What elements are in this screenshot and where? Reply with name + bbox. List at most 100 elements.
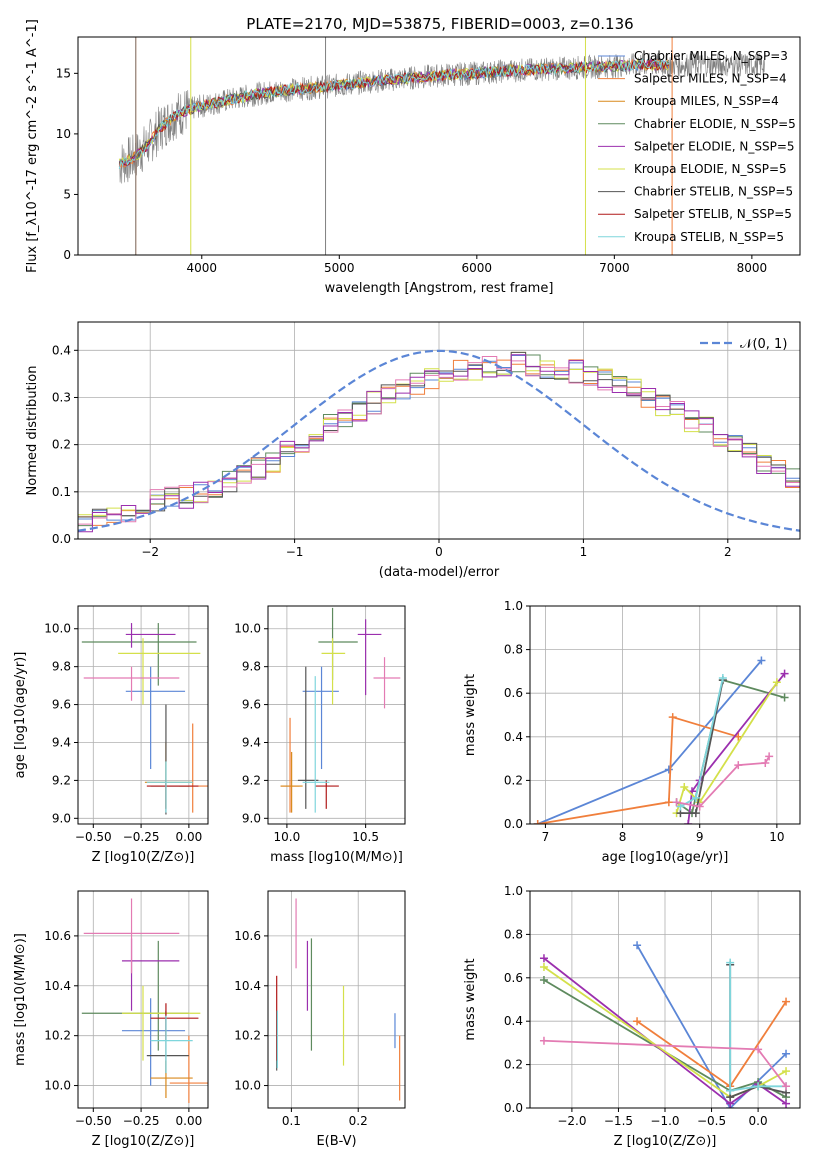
errorbar-point	[315, 780, 339, 809]
plot-area	[81, 623, 208, 815]
legend-entry: Kroupa MILES, N_SSP=4	[634, 94, 779, 108]
legend: Chabrier MILES, N_SSP=3 Salpeter MILES, N…	[598, 49, 796, 244]
y-tick-label: 10.4	[44, 979, 71, 993]
y-tick-label: 1.0	[504, 884, 523, 898]
y-tick-label: 10.2	[234, 1029, 261, 1043]
marker	[668, 713, 677, 722]
x-tick-label: 0.00	[176, 830, 203, 844]
y-tick-label: 9.2	[52, 773, 71, 787]
legend-entry: Salpeter MILES, N_SSP=4	[634, 72, 787, 86]
y-tick-label: 0.8	[504, 927, 523, 941]
plot-area	[118, 37, 766, 255]
x-tick-label: −0.50	[75, 1114, 112, 1128]
errorbar-point	[179, 723, 208, 813]
histogram-salpeter_elodie	[78, 354, 800, 533]
x-tick-label: 0.2	[349, 1114, 368, 1128]
y-tick-label: 10.0	[234, 1079, 261, 1093]
y-tick-label: 0.2	[504, 773, 523, 787]
marker	[672, 798, 681, 807]
axes-frame	[77, 36, 801, 256]
x-tick-label: −0.5	[697, 1114, 726, 1128]
series-chabrier_miles	[537, 659, 763, 824]
series-chabrier_stelib	[680, 679, 724, 814]
marker	[718, 673, 727, 682]
errorbar-point	[125, 623, 176, 648]
y-tick-label: 9.0	[52, 811, 71, 825]
marker	[726, 958, 735, 967]
errorbar-point	[146, 1010, 189, 1074]
legend-entry: Salpeter ELODIE, N_SSP=5	[634, 139, 795, 153]
x-tick-label: −0.25	[123, 1114, 160, 1128]
x-tick-label: 0	[435, 545, 443, 559]
y-tick-label: 9.8	[52, 660, 71, 674]
x-tick-label: 10.5	[352, 830, 379, 844]
y-tick-label: 0.4	[504, 1014, 523, 1028]
marker	[780, 669, 789, 678]
y-tick-label: 15	[56, 66, 71, 80]
panel-2: −2 −1 0 1 2 0.0 0.1 0.2 0.3 0.4 (data-model)/error…	[25, 321, 801, 580]
x-axis-label: age [log10(age/yr)]	[602, 850, 729, 865]
legend: 𝒩(0, 1)	[700, 337, 787, 352]
plot-area	[533, 656, 789, 824]
marker	[691, 793, 700, 802]
panel-4: 10.0 10.5 9.0 9.2 9.4 9.6 9.8 10.0 mass [log10(M…	[234, 605, 406, 865]
marker	[691, 809, 700, 818]
y-axis-label: Flux [f_λ10^-17 erg cm^-2 s^-1 A^-1]	[25, 19, 40, 273]
errorbar-point	[144, 742, 193, 809]
series-kroupa_stelib	[729, 962, 787, 1092]
y-tick-label: 5	[63, 187, 71, 201]
marker	[664, 765, 673, 774]
y-tick-label: 10.6	[44, 929, 71, 943]
y-tick-label: 0.4	[504, 730, 523, 744]
y-tick-label: 0.6	[504, 686, 523, 700]
marker	[754, 1082, 763, 1091]
axes-frame	[77, 890, 209, 1109]
marker	[761, 758, 770, 767]
y-tick-label: 0.2	[52, 438, 71, 452]
x-tick-label: 0.1	[282, 1114, 301, 1128]
errorbar-point	[169, 1035, 208, 1104]
panel-5: 7 8 9 10 0.0 0.2 0.4 0.6 0.8 1.0 age [log10(age/yr…	[463, 599, 801, 865]
series-salpeter_elodie	[687, 673, 786, 824]
axes-frame	[77, 605, 209, 825]
errorbar-point	[83, 898, 180, 974]
errorbar-point	[81, 940, 189, 1051]
y-tick-label: 9.6	[52, 698, 71, 712]
y-axis-label: age [log10(age/yr)]	[13, 652, 28, 779]
x-tick-label: −1	[286, 545, 304, 559]
y-tick-label: 10.2	[44, 1029, 71, 1043]
marker	[754, 1045, 763, 1054]
legend-entry: Kroupa ELODIE, N_SSP=5	[634, 162, 787, 176]
x-tick-label: −0.25	[123, 830, 160, 844]
x-axis-label: E(B-V)	[316, 1134, 356, 1149]
x-axis-label: wavelength [Angstrom, rest frame]	[325, 281, 554, 296]
x-tick-label: 7000	[599, 261, 630, 275]
plot-area	[280, 607, 401, 813]
y-axis-label: mass weight	[463, 674, 478, 756]
errorbar-point	[83, 666, 180, 701]
panel-8: −2.0 −1.5 −1.0 −0.5 0.0 0.0 0.2 0.4 0.6 0.8 1.0 Z […	[463, 884, 801, 1149]
x-tick-label: −0.50	[75, 830, 112, 844]
marker	[684, 820, 693, 824]
y-tick-label: 10.6	[234, 929, 261, 943]
legend-entry: 𝒩(0, 1)	[740, 337, 787, 352]
marker	[680, 782, 689, 791]
axes-frame	[529, 890, 801, 1109]
errorbar-point	[280, 717, 300, 813]
errorbar-point	[302, 676, 330, 813]
x-axis-label: Z [log10(Z/Z⊙)]	[614, 1134, 717, 1149]
y-tick-label: 0.0	[52, 532, 71, 546]
series-chabrier_miles	[636, 944, 787, 1108]
axes-frame	[529, 605, 801, 825]
marker	[734, 761, 743, 770]
y-tick-label: 0.1	[52, 485, 71, 499]
plot-area	[276, 898, 401, 1101]
legend-entry: Chabrier MILES, N_SSP=3	[634, 49, 788, 63]
x-axis-label: Z [log10(Z/Z⊙)]	[92, 1134, 195, 1149]
errorbar-point	[373, 657, 401, 709]
marker	[782, 997, 791, 1006]
y-tick-label: 0.3	[52, 390, 71, 404]
x-tick-label: 0.0	[749, 1114, 768, 1128]
x-axis-label: (data-model)/error	[379, 565, 500, 580]
